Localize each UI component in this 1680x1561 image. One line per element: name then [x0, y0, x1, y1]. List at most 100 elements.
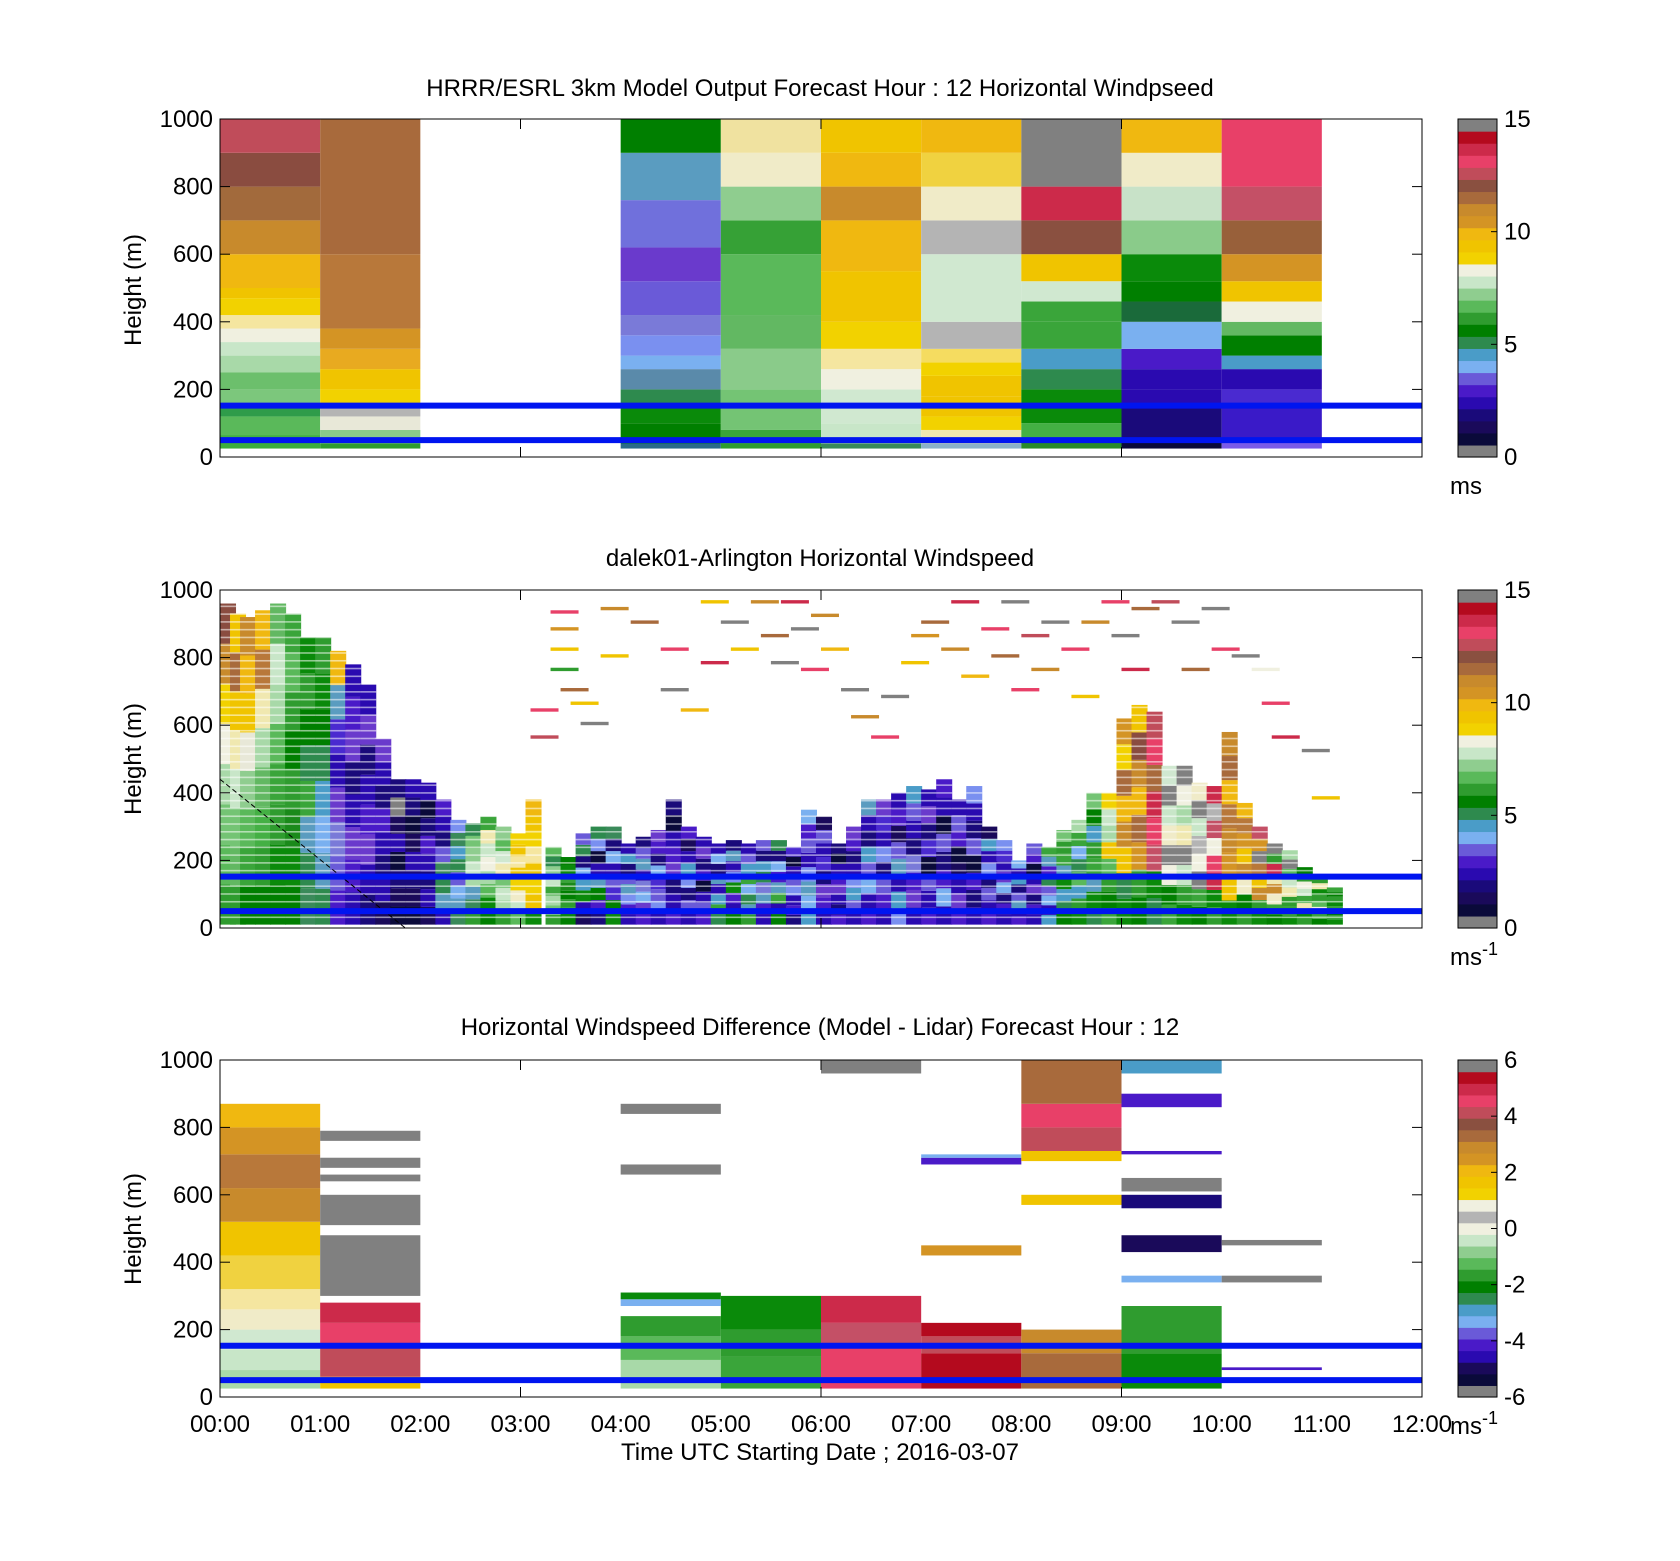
colorbar-swatch — [1458, 783, 1497, 796]
y-tick-label: 200 — [173, 847, 213, 874]
range-gate-gap — [590, 854, 607, 856]
range-gate-gap — [921, 799, 938, 802]
range-gate-gap — [285, 644, 302, 647]
range-gate-gap — [230, 885, 247, 888]
heatmap-cell — [315, 888, 332, 925]
range-gate-gap — [921, 838, 938, 841]
range-gate-gap — [1236, 838, 1253, 841]
range-gate-gap — [345, 698, 362, 701]
range-gate-gap — [1116, 846, 1133, 849]
colorbar-frame — [1457, 118, 1498, 458]
range-gate-gap — [725, 900, 742, 903]
heatmap-cell — [1021, 301, 1122, 322]
range-gate-gap — [285, 745, 302, 748]
range-gate-gap — [220, 838, 237, 841]
heatmap-cell — [390, 833, 407, 852]
range-gate-gap — [650, 862, 667, 864]
range-gate-gap — [710, 862, 727, 864]
heatmap-cell — [390, 851, 407, 871]
range-gate-gap — [1206, 893, 1223, 895]
range-gate-gap — [815, 869, 833, 872]
heatmap-cell — [1041, 876, 1058, 886]
range-gate-gap — [315, 675, 332, 678]
range-gate-gap — [1086, 846, 1103, 849]
range-gate-gap — [695, 862, 712, 864]
range-gate-gap — [981, 830, 998, 833]
heatmap-cell — [921, 321, 1022, 349]
range-gate-gap — [230, 815, 247, 818]
range-gate-gap — [1101, 823, 1118, 825]
colorbar-swatch — [1458, 1071, 1497, 1084]
range-gate-gap — [330, 675, 347, 678]
heatmap-cell — [1021, 186, 1122, 221]
range-gate-gap — [861, 823, 878, 825]
range-gate-gap — [861, 807, 878, 810]
range-gate-gap — [255, 815, 272, 818]
heatmap-cell — [906, 803, 923, 821]
range-gate-gap — [620, 862, 637, 864]
range-gate-gap — [981, 885, 998, 888]
range-gate-gap — [1266, 862, 1283, 864]
range-gate-gap — [1236, 916, 1253, 919]
heatmap-cell — [650, 829, 667, 842]
range-gate-gap — [345, 799, 362, 802]
range-gate-gap — [330, 885, 347, 888]
range-gate-gap — [936, 893, 953, 895]
range-gate-gap — [525, 846, 542, 849]
range-gate-gap — [255, 613, 272, 615]
range-gate-gap — [1086, 854, 1103, 856]
range-gate-gap — [1086, 916, 1103, 919]
range-gate-gap — [230, 761, 247, 763]
heatmap-cell — [315, 816, 332, 853]
range-gate-gap — [1281, 869, 1298, 872]
heatmap-cell — [665, 799, 682, 816]
range-gate-gap — [770, 900, 787, 903]
range-gate-gap — [1161, 916, 1178, 919]
range-gate-gap — [921, 900, 938, 903]
heatmap-cell — [921, 348, 1022, 363]
range-gate-gap — [330, 893, 347, 895]
heatmap-cell — [996, 861, 1013, 872]
colorbar-swatch — [1458, 1129, 1497, 1142]
heatmap-cell — [320, 1157, 421, 1168]
range-gate-gap — [345, 683, 362, 685]
colorbar-swatch — [1458, 167, 1497, 180]
heatmap-cell — [220, 288, 321, 299]
range-gate-gap — [891, 792, 908, 794]
range-gate-gap — [495, 830, 512, 833]
range-gate-gap — [345, 729, 362, 732]
x-tick-label: 03:00 — [490, 1411, 550, 1438]
range-gate-gap — [270, 729, 287, 732]
range-gate-gap — [345, 737, 362, 740]
range-gate-gap — [936, 869, 953, 872]
range-gate-gap — [405, 807, 422, 810]
range-gate-gap — [220, 737, 237, 740]
range-gate-gap — [1221, 838, 1238, 841]
range-gate-gap — [230, 768, 247, 771]
range-gate-gap — [1146, 729, 1163, 732]
heatmap-cell — [1011, 868, 1028, 877]
range-gate-gap — [770, 916, 787, 919]
range-gate-gap — [330, 667, 347, 670]
range-gate-gap — [1206, 862, 1223, 864]
range-gate-gap — [450, 846, 467, 849]
heatmap-cell — [580, 721, 609, 726]
heatmap-cell — [240, 886, 257, 925]
range-gate-gap — [230, 683, 247, 685]
heatmap-cell — [1131, 704, 1148, 733]
heatmap-cell — [620, 355, 721, 370]
range-gate-gap — [300, 893, 317, 895]
colorbar-swatch — [1458, 420, 1497, 434]
heatmap-cell — [345, 664, 362, 697]
range-gate-gap — [936, 916, 953, 919]
heatmap-cell — [495, 863, 512, 876]
range-gate-gap — [1146, 900, 1163, 903]
colorbar-swatch — [1458, 1257, 1497, 1270]
range-gate-gap — [800, 846, 817, 849]
heatmap-cell — [1121, 440, 1222, 449]
heatmap-cell — [285, 691, 302, 731]
range-gate-gap — [330, 753, 347, 755]
range-gate-gap — [230, 846, 247, 849]
range-gate-gap — [1116, 830, 1133, 833]
